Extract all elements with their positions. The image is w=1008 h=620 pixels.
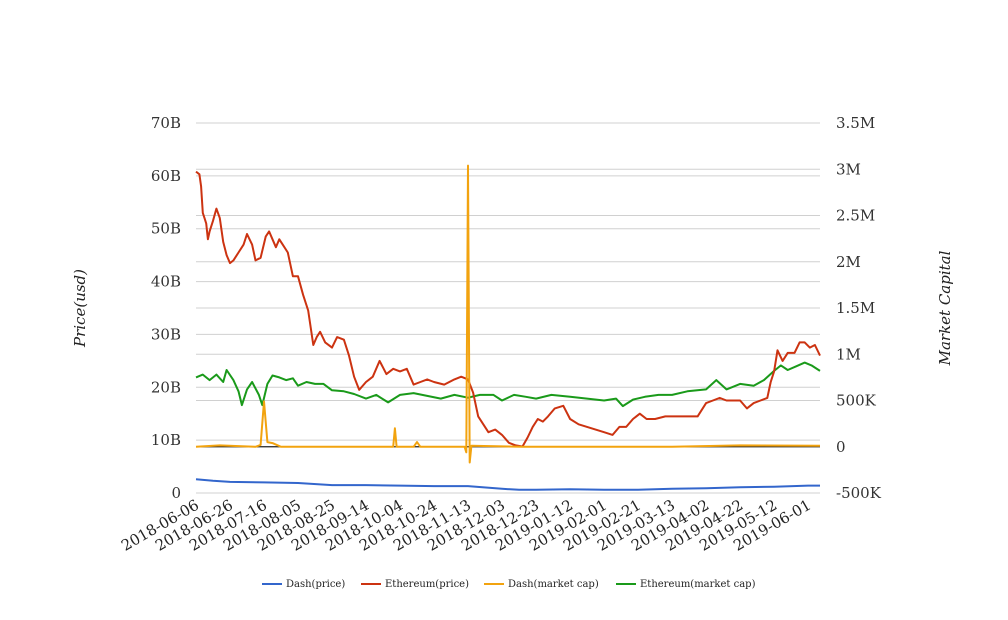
legend-item: Ethereum(market cap) — [616, 579, 756, 590]
y-axis-label-right: Market Capital — [936, 250, 954, 366]
series-line-dash-price — [195, 478, 820, 491]
series-line-ethereum-price — [195, 170, 821, 448]
y-axis-label-left: Price(usd) — [71, 269, 89, 348]
left-tick-label: 0 — [171, 484, 181, 502]
left-tick-label: 20B — [151, 378, 181, 396]
left-tick-label: 70B — [151, 114, 181, 132]
right-tick-label: 3.5M — [836, 114, 875, 132]
legend-item: Dash(price) — [262, 579, 345, 590]
left-tick-label: 50B — [151, 220, 181, 238]
left-tick-label: 30B — [151, 325, 181, 343]
left-tick-label: 60B — [151, 167, 181, 185]
legend-label: Ethereum(market cap) — [640, 579, 756, 590]
grid-lines — [196, 122, 820, 494]
right-tick-label: 1M — [836, 345, 861, 363]
right-axis-ticks: -500K 0 500K 1M 1.5M 2M 2.5M 3M 3.5M — [836, 114, 882, 502]
legend-label: Dash(price) — [286, 579, 345, 590]
right-tick-label: 0 — [836, 438, 846, 456]
right-tick-label: 1.5M — [836, 299, 875, 317]
legend: Dash(price) Ethereum(price) Dash(market ca… — [262, 579, 756, 590]
left-tick-label: 10B — [151, 431, 181, 449]
legend-item: Dash(market cap) — [484, 579, 599, 590]
right-tick-label: 3M — [836, 160, 861, 178]
series-line-dash-market-cap — [195, 164, 821, 464]
legend-item: Ethereum(price) — [361, 579, 469, 590]
legend-label: Dash(market cap) — [508, 579, 599, 590]
right-tick-label: -500K — [836, 484, 882, 502]
legend-label: Ethereum(price) — [385, 579, 469, 590]
right-tick-label: 2M — [836, 253, 861, 271]
right-tick-label: 500K — [836, 392, 877, 410]
series-lines — [195, 164, 821, 491]
left-axis-ticks: 0 10B 20B 30B 40B 50B 60B 70B — [151, 114, 181, 502]
left-tick-label: 40B — [151, 273, 181, 291]
right-tick-label: 2.5M — [836, 207, 875, 225]
series-line-ethereum-market-cap — [195, 361, 821, 408]
x-axis-ticks: 2018-06-062018-06-262018-07-162018-08-05… — [118, 496, 814, 555]
